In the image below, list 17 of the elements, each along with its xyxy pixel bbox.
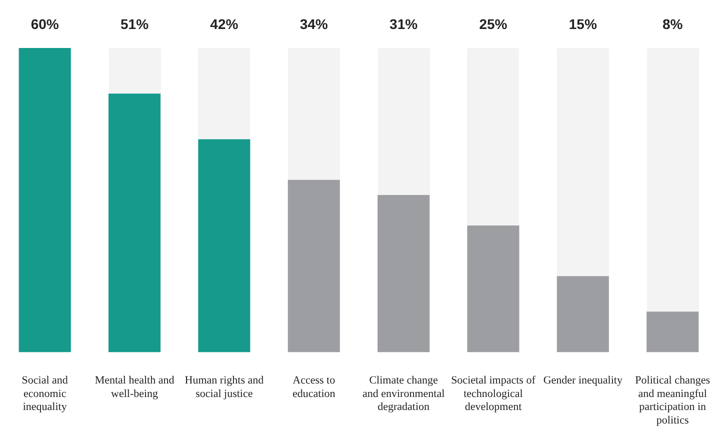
data-label: 51% bbox=[120, 16, 150, 32]
x-tick-label: Access to education bbox=[292, 374, 336, 400]
data-label: 8% bbox=[662, 16, 684, 32]
data-label: 31% bbox=[390, 16, 418, 32]
x-tick-label: Climate change and environmental degradation bbox=[362, 374, 445, 414]
bar bbox=[646, 312, 699, 352]
x-tick-label: Political changes and meaningful participation in politics bbox=[635, 374, 710, 426]
data-label: 60% bbox=[30, 16, 60, 32]
data-label: 34% bbox=[300, 16, 328, 32]
data-label: 15% bbox=[568, 16, 598, 32]
data-label: 42% bbox=[210, 16, 239, 32]
x-tick-label: Mental health and well-being bbox=[94, 374, 175, 400]
data-label: 25% bbox=[479, 16, 508, 32]
x-tick-label: Gender inequality bbox=[543, 374, 623, 387]
x-tick-label: Social and economic inequality bbox=[22, 374, 68, 414]
x-tick-label: Human rights and social justice bbox=[184, 374, 264, 400]
x-tick-label: Societal impacts of technological development bbox=[451, 374, 536, 414]
